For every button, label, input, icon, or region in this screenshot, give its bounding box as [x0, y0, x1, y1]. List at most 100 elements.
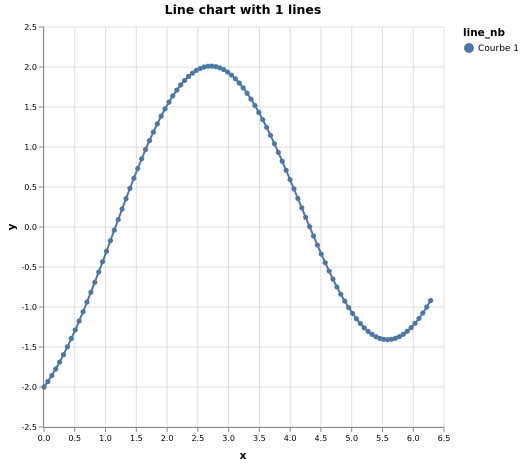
data-point: [275, 149, 281, 155]
data-point: [162, 106, 168, 112]
x-tick-label: 5.5: [376, 434, 389, 443]
data-point: [111, 227, 117, 233]
x-tick-label: 2.0: [161, 434, 174, 443]
data-point: [64, 344, 71, 350]
data-point: [139, 156, 145, 162]
grid: [43, 26, 445, 428]
data-point: [84, 299, 90, 305]
y-tick-label: 2.5: [24, 23, 37, 32]
data-point: [92, 279, 98, 285]
data-point: [228, 72, 235, 78]
data-point: [353, 316, 360, 322]
chart-title: Line chart with 1 lines: [165, 2, 322, 17]
data-point: [178, 82, 184, 88]
data-point: [53, 366, 59, 372]
series-line-courbe-1: [43, 65, 432, 388]
data-point: [76, 318, 82, 324]
y-axis-title: y: [6, 223, 18, 230]
series-points: [41, 63, 434, 390]
data-point: [388, 336, 395, 342]
data-point: [342, 298, 348, 304]
x-tick-label: 4.0: [284, 434, 297, 443]
data-point: [142, 146, 149, 153]
data-point: [189, 70, 196, 76]
data-point: [400, 331, 406, 337]
data-point: [248, 96, 254, 102]
x-tick-label: 6.0: [407, 434, 420, 443]
data-point: [201, 64, 207, 70]
data-point: [420, 310, 426, 316]
x-axis-title: x: [240, 450, 247, 462]
data-point: [303, 214, 309, 220]
data-point: [373, 334, 379, 340]
x-tick-label: 5.0: [345, 434, 358, 443]
data-point: [88, 289, 94, 295]
data-point: [72, 327, 78, 333]
data-point: [158, 113, 164, 119]
data-point: [252, 102, 258, 109]
data-point: [154, 121, 160, 127]
data-point: [221, 66, 227, 73]
data-point: [150, 129, 156, 135]
data-point: [349, 310, 356, 316]
x-tick-label: 3.0: [222, 434, 235, 443]
data-point: [279, 158, 285, 164]
data-point: [330, 276, 336, 282]
data-point: [346, 304, 352, 311]
x-tick-label: 3.5: [253, 434, 266, 443]
data-point: [318, 251, 324, 257]
data-point: [80, 309, 86, 315]
data-point: [217, 65, 223, 71]
data-point: [115, 216, 121, 223]
data-point: [260, 117, 266, 123]
data-point: [381, 336, 387, 342]
y-tick-label: -2.5: [21, 423, 37, 432]
data-point: [299, 205, 305, 211]
data-point: [182, 77, 188, 84]
data-point: [146, 138, 153, 144]
data-point: [256, 109, 262, 115]
data-point: [57, 359, 63, 365]
data-point: [119, 206, 125, 212]
data-point: [174, 87, 180, 93]
data-point: [428, 297, 434, 304]
x-tick-label: 0.5: [68, 434, 81, 443]
data-point: [361, 325, 367, 331]
data-point: [412, 320, 418, 326]
x-tick-label: 1.0: [99, 434, 112, 443]
data-point: [224, 69, 231, 75]
data-point: [45, 378, 51, 385]
data-point: [166, 99, 172, 105]
data-point: [392, 335, 399, 341]
data-point: [244, 90, 250, 96]
data-point: [404, 328, 410, 334]
legend: line_nb Courbe 1: [463, 27, 519, 54]
data-point: [267, 132, 274, 138]
legend-symbol-courbe-1: [464, 43, 474, 53]
y-tick-label: -1.5: [21, 343, 37, 352]
data-point: [314, 242, 321, 248]
data-point: [365, 328, 371, 334]
data-point: [295, 195, 301, 201]
axes: 0.0 0.5 1.0 1.5 2.0 2.5 3.0 3.5 4.0 4.5 5.0 5.5 6.0 6…: [21, 23, 450, 443]
data-point: [338, 291, 344, 297]
data-point: [107, 238, 113, 244]
data-point: [205, 63, 211, 69]
data-point: [307, 224, 313, 230]
data-point: [408, 325, 414, 331]
data-point: [326, 268, 332, 274]
x-tick-label: 6.5: [438, 434, 451, 443]
data-point: [96, 269, 102, 275]
y-tick-label: -0.5: [21, 263, 37, 272]
data-point: [170, 93, 176, 99]
data-point: [68, 335, 74, 342]
data-point: [232, 76, 238, 82]
data-point: [236, 80, 242, 86]
data-point: [385, 337, 391, 343]
x-tick-label: 0.0: [38, 434, 51, 443]
data-point: [287, 176, 293, 183]
data-point: [131, 175, 137, 181]
x-tick-label: 1.5: [130, 434, 143, 443]
data-point: [60, 352, 67, 358]
